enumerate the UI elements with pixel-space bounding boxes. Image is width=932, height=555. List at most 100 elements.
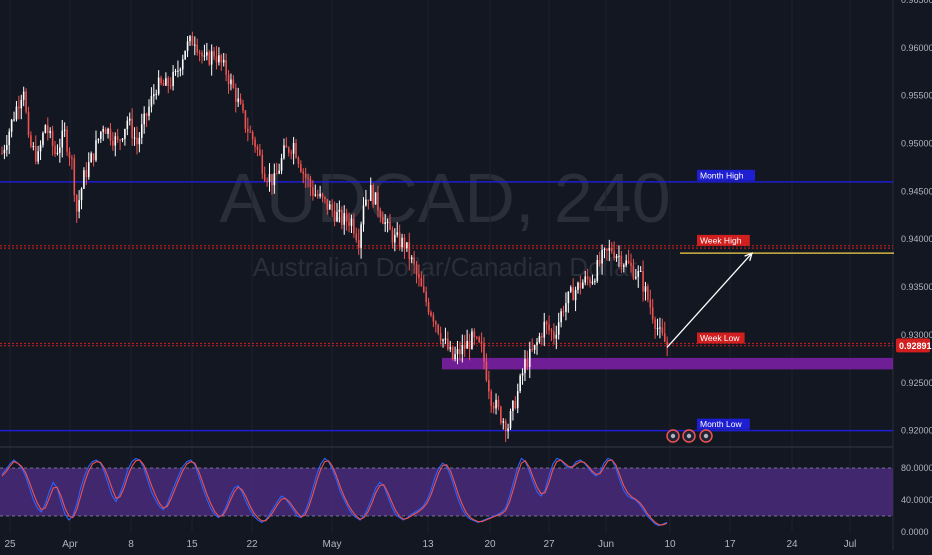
candle-body — [514, 400, 517, 409]
candle-body — [287, 147, 290, 153]
candle-body — [350, 218, 353, 226]
oscillator-tick-label: 40.0000 — [901, 495, 932, 505]
candle-body — [644, 286, 647, 292]
time-grid — [0, 0, 894, 550]
level-label: Month High — [700, 170, 744, 180]
candle-body — [162, 83, 165, 86]
price-tick-label: 0.92500 — [901, 378, 932, 388]
candle-body — [456, 349, 459, 355]
price-axis[interactable]: 0.96500 0.96000 0.95500 0.95000 0.94500 0.940… — [896, 0, 932, 436]
candle-body — [504, 421, 507, 432]
candle-body — [3, 149, 6, 154]
candle-body — [6, 145, 8, 150]
candle-body — [630, 263, 632, 266]
time-tick-label: 8 — [128, 539, 134, 550]
level-label-box — [697, 169, 755, 181]
candle-body — [336, 211, 338, 222]
candle-body — [239, 98, 242, 104]
oscillator-axis[interactable]: 80.0000 40.0000 0.0000 — [901, 463, 932, 537]
candle-body — [172, 71, 174, 86]
candle-body — [275, 173, 278, 175]
candle-body — [128, 118, 131, 121]
candle-body — [102, 129, 105, 132]
candle-body — [459, 349, 461, 355]
candle-body — [218, 55, 220, 63]
candle-body — [541, 336, 543, 338]
candle-body — [391, 230, 394, 243]
candle-body — [447, 338, 449, 350]
candle-body — [435, 321, 437, 325]
candle-body — [548, 324, 550, 331]
candle-body — [661, 327, 664, 334]
candle-body — [177, 70, 179, 72]
candle-body — [480, 341, 483, 344]
candle-body — [495, 399, 497, 409]
candle-body — [389, 221, 391, 231]
candle-body — [596, 260, 599, 281]
candle-body — [381, 217, 384, 224]
candle-body — [54, 146, 56, 154]
price-tick-label: 0.96500 — [901, 0, 932, 5]
arrow-head — [744, 252, 754, 261]
candle-body — [538, 336, 541, 342]
candle-body — [603, 248, 606, 250]
candle-body — [594, 280, 596, 282]
candle-body — [280, 158, 283, 171]
candle-body — [536, 341, 538, 345]
candle-body — [449, 347, 452, 350]
candle-body — [635, 276, 637, 279]
candle-body — [136, 137, 138, 145]
candle-body — [249, 131, 252, 133]
time-tick-label: 25 — [4, 539, 16, 550]
candle-body — [471, 331, 473, 350]
stoch-d-line — [1, 459, 668, 526]
candle-body — [348, 221, 350, 226]
time-axis[interactable]: 25 Apr 8 15 22 May 13 20 27 Jun 10 17 24 Jul — [4, 539, 856, 550]
candle-body — [555, 334, 558, 339]
candle-body — [478, 337, 480, 342]
candle-body — [516, 391, 519, 409]
candle-body — [439, 333, 442, 341]
candle-body — [367, 199, 370, 201]
candle-body — [338, 209, 341, 212]
candle-body — [191, 36, 194, 46]
candle-body — [442, 339, 444, 341]
candle-body — [92, 153, 95, 161]
event-icons[interactable] — [666, 429, 713, 443]
candle-body — [319, 193, 321, 197]
candle-body — [71, 158, 73, 160]
candle-body — [157, 77, 160, 94]
candle-body — [295, 142, 297, 158]
candle-body — [507, 428, 509, 432]
candle-body — [492, 405, 495, 409]
candle-body — [83, 170, 85, 189]
candle-body — [85, 170, 88, 178]
candle-body — [18, 106, 20, 109]
candle-body — [579, 282, 582, 289]
price-tick-label: 0.94500 — [901, 186, 932, 196]
candle-body — [39, 144, 42, 152]
price-tick-label: 0.92000 — [901, 426, 932, 436]
candle-body — [160, 77, 162, 84]
time-tick-label: 27 — [543, 539, 555, 550]
candle-body — [524, 359, 526, 374]
candle-body — [639, 271, 642, 273]
candle-body — [247, 128, 249, 132]
candle-body — [56, 152, 59, 154]
candle-body — [87, 162, 90, 178]
candle-body — [343, 213, 346, 225]
candle-body — [121, 138, 124, 140]
candle-body — [328, 204, 331, 210]
candle-body — [278, 170, 280, 174]
candle-body — [377, 192, 379, 211]
candle-body — [333, 210, 336, 222]
candle-body — [196, 44, 199, 53]
candle-body — [13, 119, 15, 121]
candle-body — [379, 210, 382, 218]
candle-body — [244, 110, 247, 129]
candle-body — [213, 51, 215, 57]
candle-body — [642, 271, 644, 292]
candle-body — [425, 291, 427, 302]
